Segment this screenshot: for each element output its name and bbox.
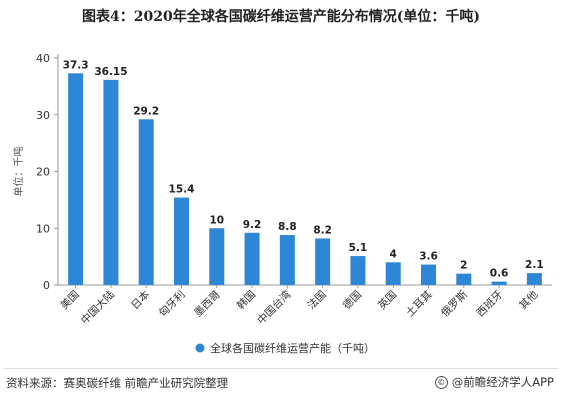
footer-divider — [4, 368, 558, 369]
data-label: 8.8 — [278, 221, 297, 233]
bar — [244, 232, 260, 285]
x-tick-label: 中国大陆 — [78, 288, 117, 327]
bar — [456, 273, 472, 285]
data-label: 2.1 — [525, 259, 544, 271]
source-note: 资料来源：赛奥碳纤维 前瞻产业研究院整理 — [6, 376, 229, 390]
y-tick-label: 10 — [36, 222, 50, 235]
brand-label: @前瞻经济学人APP — [451, 375, 554, 389]
x-tick-label: 土耳其 — [403, 288, 434, 319]
x-tick-label: 俄罗斯 — [438, 288, 470, 320]
y-axis-label: 单位：千吨 — [12, 147, 25, 197]
bar — [209, 228, 225, 285]
bar — [350, 256, 366, 285]
bar-chart: 010203040单位：千吨37.3美国36.15中国大陆29.2日本15.4匈… — [12, 52, 552, 355]
y-tick-label: 20 — [36, 166, 50, 179]
bar — [491, 281, 507, 285]
x-tick-label: 德国 — [340, 288, 364, 312]
bar — [279, 235, 295, 285]
bar — [174, 197, 189, 285]
data-label: 10 — [209, 214, 224, 226]
y-tick-label: 0 — [43, 279, 50, 292]
x-tick-label: 美国 — [58, 288, 82, 312]
x-tick-label: 匈牙利 — [156, 288, 187, 319]
data-label: 4 — [390, 248, 397, 260]
data-label: 5.1 — [349, 242, 368, 254]
bar — [385, 262, 401, 285]
data-label: 29.2 — [133, 105, 159, 117]
chart-title: 图表4：2020年全球各国碳纤维运营产能分布情况(单位：千吨) — [82, 9, 480, 25]
x-tick-label: 法国 — [305, 288, 329, 312]
data-label: 36.15 — [94, 66, 127, 78]
copyright-icon: © — [434, 375, 448, 389]
legend-label: 全球各国碳纤维运营产能（千吨） — [210, 341, 375, 355]
x-tick-label: 中国台湾 — [255, 288, 294, 327]
data-label: 8.2 — [313, 224, 332, 236]
x-tick-label: 韩国 — [234, 288, 258, 312]
bar — [315, 238, 331, 285]
data-label: 3.6 — [419, 251, 438, 263]
data-label: 2 — [460, 260, 467, 272]
bar — [138, 119, 154, 285]
x-tick-label: 墨西哥 — [192, 289, 223, 320]
y-tick-label: 40 — [36, 52, 50, 65]
brand-credit: © @前瞻经济学人APP — [434, 374, 554, 390]
legend-marker — [195, 343, 205, 353]
y-tick-label: 30 — [36, 109, 50, 122]
data-label: 9.2 — [243, 219, 262, 231]
x-tick-label: 英国 — [375, 288, 399, 312]
data-label: 15.4 — [169, 184, 195, 196]
bar — [103, 79, 119, 285]
bar — [526, 273, 542, 285]
x-tick-label: 日本 — [128, 288, 152, 312]
data-label: 0.6 — [490, 268, 509, 280]
data-label: 37.3 — [63, 59, 89, 71]
bar — [68, 73, 84, 285]
x-tick-label: 西班牙 — [474, 289, 505, 320]
x-tick-label: 其他 — [516, 288, 540, 312]
bar — [421, 264, 436, 285]
